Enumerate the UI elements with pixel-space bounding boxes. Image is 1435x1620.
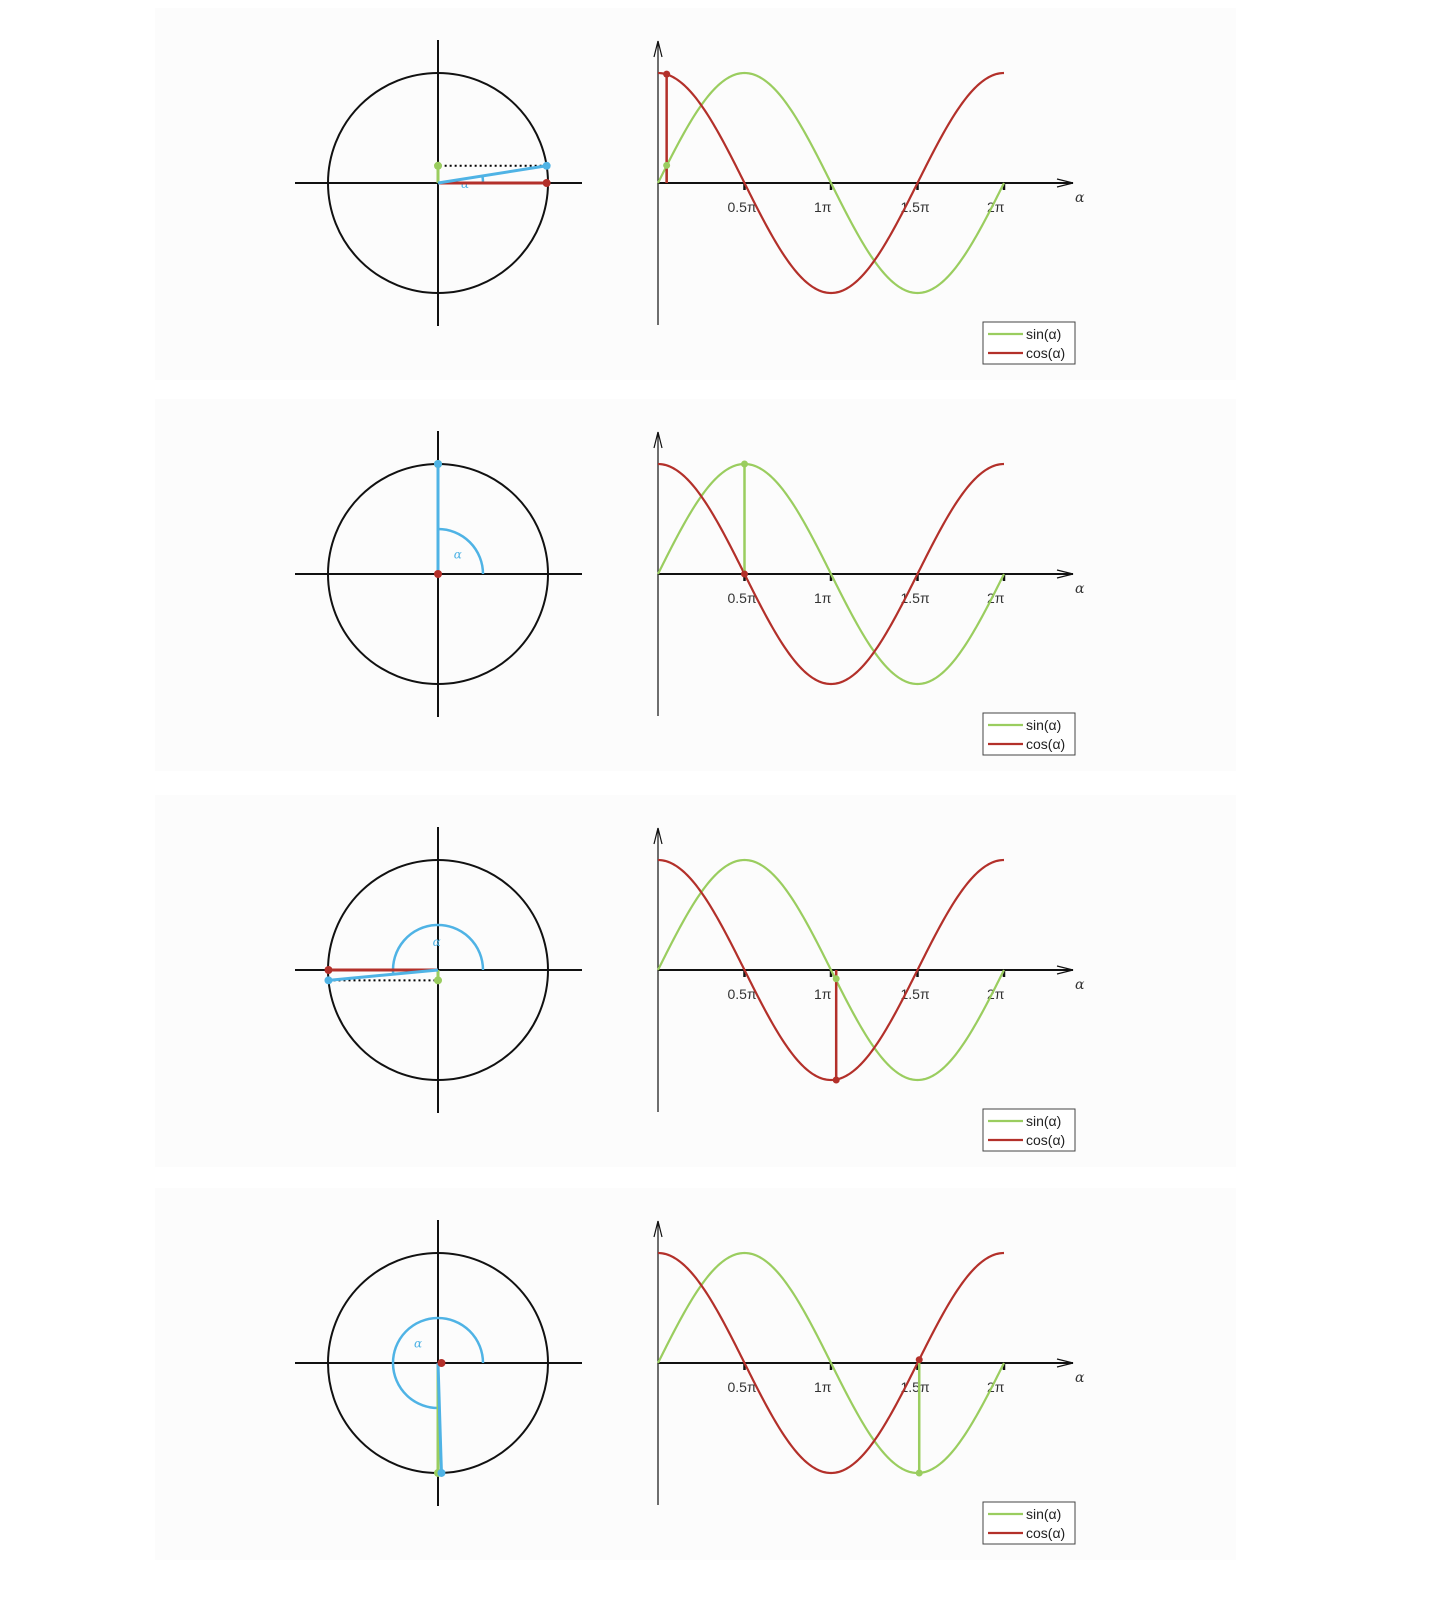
angle-alpha-label: α (414, 1337, 422, 1351)
cosine-value-point (741, 570, 748, 578)
x-tick-label: 1π (814, 199, 832, 215)
x-tick-label: 0.5π (728, 986, 757, 1002)
figure-panel-3: α α 0.5π 1π 1.5π 2π sin(α) cos(α) (155, 795, 1236, 1167)
x-axis-label: α (1075, 190, 1085, 206)
x-tick-label: 2π (987, 1379, 1005, 1395)
plot-y-axis-arrow (653, 431, 663, 449)
legend-label: cos(α) (1026, 345, 1065, 361)
legend-label: cos(α) (1026, 1525, 1065, 1541)
angle-arc (437, 527, 485, 575)
circle-point (542, 161, 551, 170)
x-axis-label: α (1075, 581, 1085, 597)
plot-y-axis-arrow (653, 1220, 663, 1238)
legend-box (982, 712, 1076, 756)
legend: sin(α) cos(α) (982, 1108, 1076, 1152)
cosine-point (542, 179, 551, 187)
cosine-value-point (915, 1356, 923, 1364)
angle-arc (391, 923, 485, 975)
x-tick-label: 1π (814, 1379, 832, 1395)
x-tick-label: 2π (987, 986, 1005, 1002)
x-tick-label: 0.5π (728, 590, 757, 606)
sine-value-point (741, 460, 748, 468)
sine-curve (657, 1251, 1005, 1475)
sine-value-point (915, 1469, 923, 1477)
cosine-value-point (663, 70, 671, 78)
legend-label: sin(α) (1026, 1113, 1061, 1129)
circle-point (434, 460, 442, 468)
sine-curve (657, 858, 1005, 1082)
cosine-point (324, 966, 333, 974)
legend-box (982, 1501, 1076, 1545)
x-axis-label: α (1075, 977, 1085, 993)
x-tick-label: 0.5π (728, 199, 757, 215)
plot-x-axis-arrow (1056, 1358, 1074, 1368)
x-tick-label: 2π (987, 590, 1005, 606)
sine-curve (657, 462, 1005, 686)
plot-y-axis-arrow (653, 827, 663, 845)
legend-box (982, 1108, 1076, 1152)
legend-label: sin(α) (1026, 1506, 1061, 1522)
cosine-curve (657, 858, 1005, 1082)
sine-point (434, 976, 442, 985)
radius-line (328, 968, 439, 982)
plot-x-axis-arrow (1056, 569, 1074, 579)
sine-value-point (832, 975, 840, 983)
circle-point (324, 976, 333, 985)
x-tick-label: 1π (814, 986, 832, 1002)
legend: sin(α) cos(α) (982, 321, 1076, 365)
legend-label: sin(α) (1026, 326, 1061, 342)
plot-x-axis-arrow (1056, 965, 1074, 975)
cosine-curve (657, 71, 1005, 295)
radius-line (437, 164, 547, 185)
x-tick-label: 0.5π (728, 1379, 757, 1395)
cosine-curve (657, 462, 1005, 686)
angle-alpha-label: α (433, 935, 441, 949)
cosine-value-point (832, 1076, 840, 1084)
legend: sin(α) cos(α) (982, 1501, 1076, 1545)
legend: sin(α) cos(α) (982, 712, 1076, 756)
x-axis-label: α (1075, 1370, 1085, 1386)
plot-y-axis-arrow (653, 40, 663, 58)
figure-panel-2: α α 0.5π 1π 1.5π 2π sin(α) cos(α) (155, 399, 1236, 771)
figure-panel-4: α α 0.5π 1π 1.5π 2π sin(α) cos(α) (155, 1188, 1236, 1560)
angle-arc (391, 1316, 485, 1410)
legend-box (982, 321, 1076, 365)
angle-alpha-label: α (454, 547, 462, 561)
cosine-curve (657, 1251, 1005, 1475)
x-tick-label: 1π (814, 590, 832, 606)
legend-label: cos(α) (1026, 736, 1065, 752)
circle-point (437, 1468, 446, 1477)
radius-line (436, 1362, 443, 1473)
cosine-point (437, 1359, 446, 1367)
plot-x-axis-arrow (1056, 178, 1074, 188)
legend-label: sin(α) (1026, 717, 1061, 733)
cosine-point (434, 570, 442, 578)
sine-curve (657, 71, 1005, 295)
sine-value-point (663, 161, 671, 169)
sine-point (434, 161, 442, 170)
x-tick-label: 2π (987, 199, 1005, 215)
legend-label: cos(α) (1026, 1132, 1065, 1148)
